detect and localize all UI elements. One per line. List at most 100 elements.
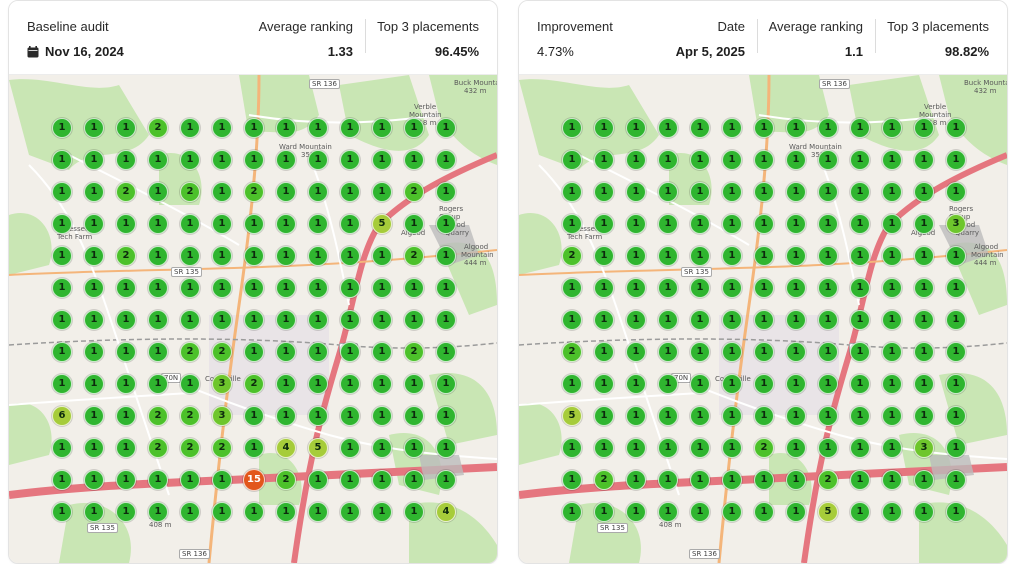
rank-pin[interactable]: 2 bbox=[594, 470, 614, 490]
rank-pin[interactable]: 1 bbox=[308, 374, 328, 394]
rank-pin[interactable]: 1 bbox=[276, 118, 296, 138]
rank-pin[interactable]: 2 bbox=[404, 342, 424, 362]
rank-pin[interactable]: 1 bbox=[562, 310, 582, 330]
rank-pin[interactable]: 1 bbox=[690, 150, 710, 170]
rank-pin[interactable]: 1 bbox=[180, 118, 200, 138]
rank-pin[interactable]: 1 bbox=[786, 374, 806, 394]
rank-pin[interactable]: 1 bbox=[786, 182, 806, 202]
rank-pin[interactable]: 1 bbox=[850, 278, 870, 298]
rank-pin[interactable]: 1 bbox=[594, 182, 614, 202]
rank-pin[interactable]: 2 bbox=[244, 374, 264, 394]
rank-pin[interactable]: 2 bbox=[562, 342, 582, 362]
rank-pin[interactable]: 1 bbox=[818, 438, 838, 458]
rank-pin[interactable]: 1 bbox=[404, 118, 424, 138]
rank-pin[interactable]: 1 bbox=[276, 342, 296, 362]
rank-pin[interactable]: 1 bbox=[754, 118, 774, 138]
rank-pin[interactable]: 1 bbox=[754, 374, 774, 394]
rank-pin[interactable]: 1 bbox=[436, 438, 456, 458]
rank-pin[interactable]: 1 bbox=[308, 214, 328, 234]
rank-pin[interactable]: 1 bbox=[786, 246, 806, 266]
rank-pin[interactable]: 1 bbox=[722, 310, 742, 330]
rank-pin[interactable]: 1 bbox=[690, 342, 710, 362]
rank-pin[interactable]: 1 bbox=[340, 278, 360, 298]
rank-pin[interactable]: 2 bbox=[818, 470, 838, 490]
rank-pin[interactable]: 1 bbox=[84, 310, 104, 330]
rank-pin[interactable]: 1 bbox=[84, 438, 104, 458]
rank-pin[interactable]: 1 bbox=[372, 182, 392, 202]
rank-pin[interactable]: 1 bbox=[116, 310, 136, 330]
rank-pin[interactable]: 1 bbox=[882, 246, 902, 266]
rank-pin[interactable]: 1 bbox=[84, 406, 104, 426]
rank-pin[interactable]: 1 bbox=[690, 118, 710, 138]
rank-pin[interactable]: 3 bbox=[212, 374, 232, 394]
rank-pin[interactable]: 1 bbox=[882, 342, 902, 362]
rank-pin[interactable]: 1 bbox=[372, 246, 392, 266]
rank-pin[interactable]: 1 bbox=[244, 118, 264, 138]
rank-pin[interactable]: 1 bbox=[244, 342, 264, 362]
rank-pin[interactable]: 3 bbox=[946, 214, 966, 234]
rank-pin[interactable]: 1 bbox=[594, 214, 614, 234]
rank-pin[interactable]: 1 bbox=[594, 502, 614, 522]
rank-pin[interactable]: 1 bbox=[754, 150, 774, 170]
rank-pin[interactable]: 1 bbox=[850, 214, 870, 234]
rank-pin[interactable]: 1 bbox=[850, 182, 870, 202]
rank-pin[interactable]: 1 bbox=[914, 406, 934, 426]
rank-pin[interactable]: 1 bbox=[562, 118, 582, 138]
rank-pin[interactable]: 1 bbox=[786, 278, 806, 298]
rank-pin[interactable]: 1 bbox=[276, 502, 296, 522]
rank-pin[interactable]: 1 bbox=[84, 150, 104, 170]
rank-pin[interactable]: 1 bbox=[626, 374, 646, 394]
rank-pin[interactable]: 1 bbox=[882, 278, 902, 298]
rank-pin[interactable]: 5 bbox=[818, 502, 838, 522]
rank-pin[interactable]: 5 bbox=[562, 406, 582, 426]
rank-pin[interactable]: 1 bbox=[180, 150, 200, 170]
rank-pin[interactable]: 1 bbox=[212, 246, 232, 266]
rank-pin[interactable]: 1 bbox=[722, 118, 742, 138]
rank-pin[interactable]: 1 bbox=[594, 438, 614, 458]
rank-pin[interactable]: 1 bbox=[436, 246, 456, 266]
rank-pin[interactable]: 1 bbox=[340, 118, 360, 138]
rank-pin[interactable]: 1 bbox=[786, 310, 806, 330]
rank-pin[interactable]: 1 bbox=[722, 182, 742, 202]
rank-pin[interactable]: 1 bbox=[372, 150, 392, 170]
rank-pin[interactable]: 1 bbox=[276, 246, 296, 266]
rank-pin[interactable]: 1 bbox=[116, 214, 136, 234]
rank-pin[interactable]: 1 bbox=[562, 214, 582, 234]
rank-pin[interactable]: 1 bbox=[148, 502, 168, 522]
rank-pin[interactable]: 1 bbox=[340, 310, 360, 330]
rank-pin[interactable]: 1 bbox=[626, 150, 646, 170]
rank-pin[interactable]: 1 bbox=[626, 214, 646, 234]
rank-pin[interactable]: 1 bbox=[754, 214, 774, 234]
rank-pin[interactable]: 1 bbox=[594, 118, 614, 138]
rank-pin[interactable]: 1 bbox=[180, 502, 200, 522]
rank-pin[interactable]: 1 bbox=[404, 214, 424, 234]
rank-pin[interactable]: 1 bbox=[212, 214, 232, 234]
rank-pin[interactable]: 1 bbox=[212, 182, 232, 202]
rank-pin[interactable]: 1 bbox=[946, 374, 966, 394]
rank-pin[interactable]: 1 bbox=[946, 470, 966, 490]
rank-pin[interactable]: 1 bbox=[308, 406, 328, 426]
rank-pin[interactable]: 3 bbox=[914, 438, 934, 458]
rank-pin[interactable]: 2 bbox=[180, 342, 200, 362]
rank-pin[interactable]: 1 bbox=[818, 150, 838, 170]
rank-pin[interactable]: 6 bbox=[52, 406, 72, 426]
rank-pin[interactable]: 1 bbox=[212, 118, 232, 138]
rank-pin[interactable]: 2 bbox=[116, 182, 136, 202]
rank-pin[interactable]: 1 bbox=[722, 150, 742, 170]
rank-pin[interactable]: 1 bbox=[180, 310, 200, 330]
rank-pin[interactable]: 1 bbox=[276, 214, 296, 234]
rank-pin[interactable]: 3 bbox=[212, 406, 232, 426]
rank-pin[interactable]: 2 bbox=[244, 182, 264, 202]
rank-pin[interactable]: 1 bbox=[84, 470, 104, 490]
rank-pin[interactable]: 1 bbox=[914, 502, 934, 522]
rank-pin[interactable]: 1 bbox=[404, 406, 424, 426]
rank-pin[interactable]: 1 bbox=[180, 214, 200, 234]
rank-pin[interactable]: 1 bbox=[946, 278, 966, 298]
rank-pin[interactable]: 1 bbox=[658, 406, 678, 426]
rank-pin[interactable]: 1 bbox=[754, 470, 774, 490]
rank-pin[interactable]: 1 bbox=[308, 342, 328, 362]
rank-pin[interactable]: 1 bbox=[148, 310, 168, 330]
rank-pin[interactable]: 1 bbox=[594, 246, 614, 266]
rank-pin[interactable]: 1 bbox=[436, 278, 456, 298]
